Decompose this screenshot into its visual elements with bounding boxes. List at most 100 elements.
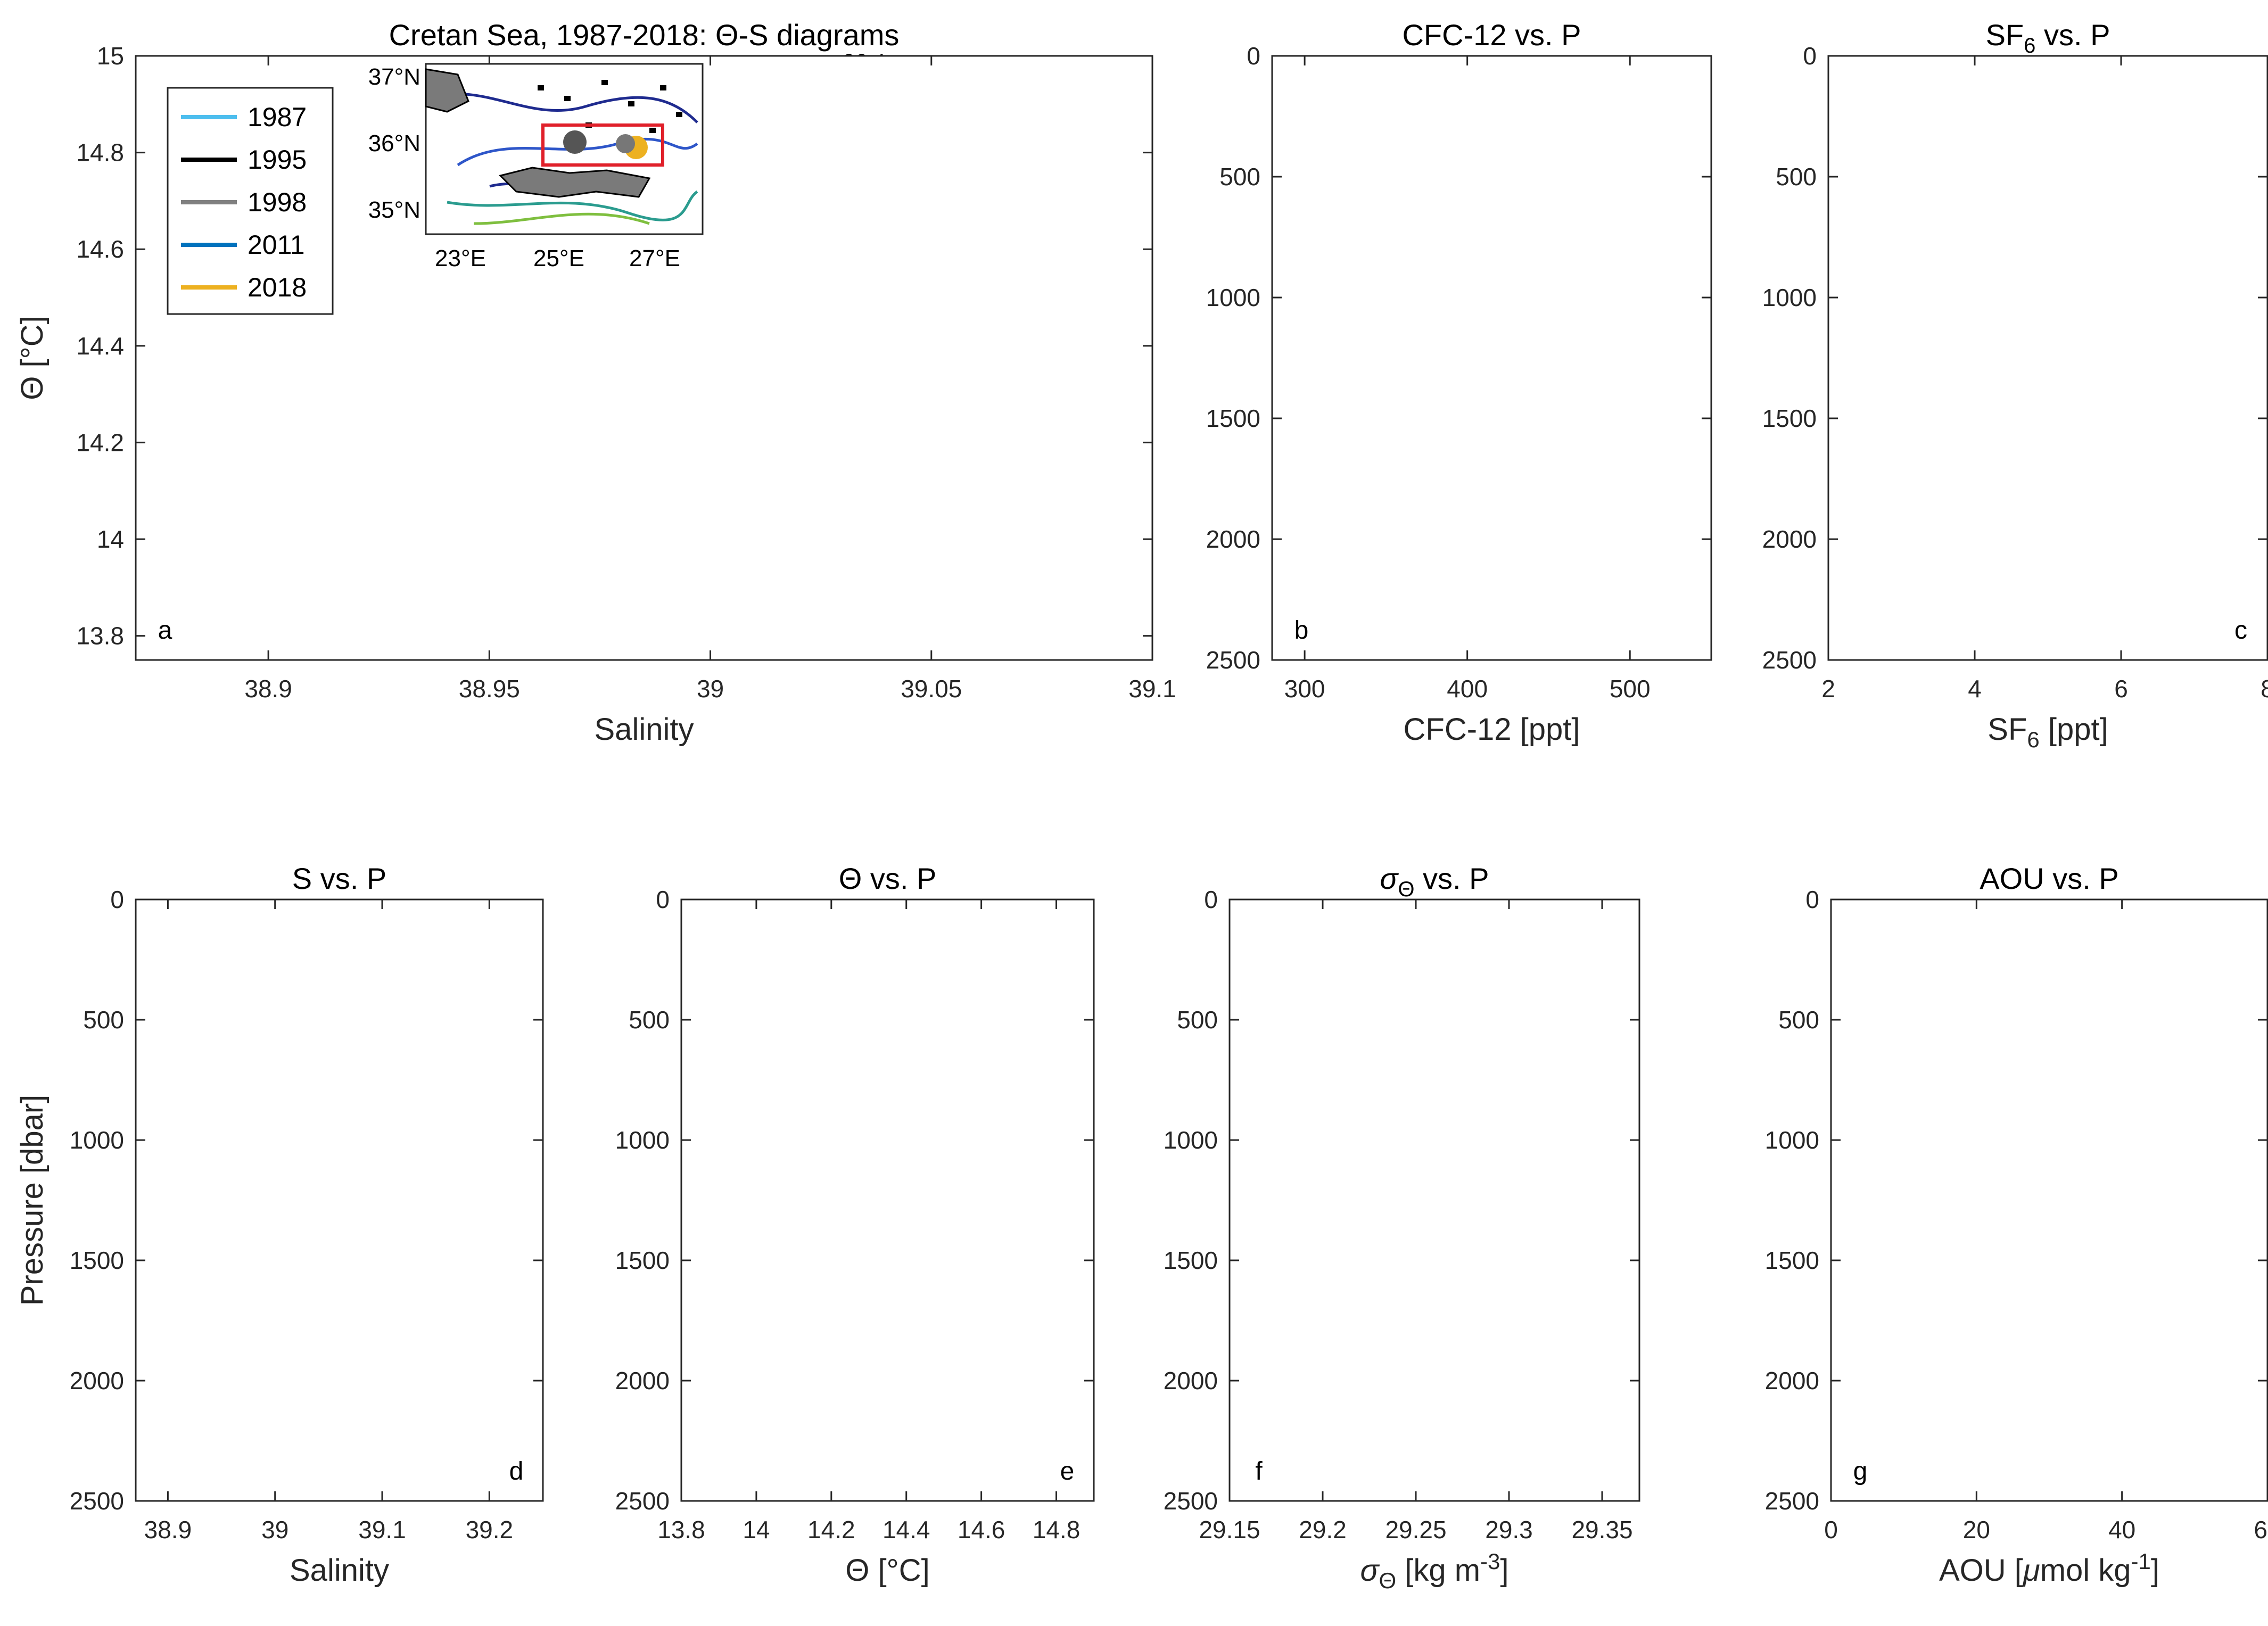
y-axis-label: Θ [°C] — [15, 316, 50, 400]
station-marker — [563, 130, 587, 154]
panel-b: 300 400 500 0 500 1000 1500 2000 2500 CFC-12 vs. … — [1206, 18, 1712, 747]
small-island — [628, 101, 634, 106]
axes-box — [1830, 898, 2268, 1502]
longitude-label: 27°E — [629, 245, 680, 271]
superscript: -3 — [1480, 1549, 1500, 1574]
y-tick-label: 14 — [97, 525, 124, 553]
y-tick-label: 500 — [629, 1006, 670, 1034]
title-rest: vs. P — [2035, 18, 2110, 52]
y-tick-label: 0 — [1803, 42, 1817, 70]
sigma: σ — [1360, 1553, 1380, 1588]
panel-title: Cretan Sea, 1987-2018: Θ-S diagrams — [389, 18, 900, 52]
y-tick-label: 1000 — [615, 1126, 670, 1154]
inset-contour — [447, 190, 698, 221]
y-tick-label: 2500 — [1206, 646, 1260, 674]
y-tick-label: 14.4 — [76, 332, 124, 360]
axes-box — [135, 898, 544, 1502]
y-tick-label: 1500 — [1206, 405, 1260, 432]
legend-label-2018: 2018 — [248, 273, 307, 302]
subscript: 6 — [2024, 34, 2035, 57]
label-rest: ] — [2151, 1553, 2159, 1588]
mainland — [425, 68, 469, 113]
panel-letter: g — [1853, 1457, 1868, 1485]
x-tick-label: 8 — [2261, 675, 2268, 703]
x-tick-label: 29.2 — [1299, 1516, 1347, 1544]
small-island — [660, 85, 666, 90]
y-tick-label: 1500 — [1164, 1247, 1218, 1274]
x-tick-label: 400 — [1447, 675, 1488, 703]
small-island — [564, 96, 571, 101]
small-island — [649, 128, 656, 133]
y-tick-label: 2500 — [1765, 1487, 1819, 1515]
panel-e: 13.8 14 14.2 14.4 14.6 14.8 0 500 1000 1500 2000 25… — [615, 862, 1095, 1588]
y-tick-label: 1500 — [1762, 405, 1817, 432]
y-tick-label: 500 — [1177, 1006, 1218, 1034]
subscript: Θ — [1398, 878, 1414, 901]
x-tick-label: 60 — [2254, 1516, 2268, 1544]
x-tick-label: 20 — [1963, 1516, 1990, 1544]
y-tick-label: 1000 — [1164, 1126, 1218, 1154]
panel-title: AOU vs. P — [1980, 862, 2118, 895]
crete-island — [499, 167, 651, 198]
y-tick-label: 13.8 — [76, 622, 124, 650]
y-tick-label: 2000 — [1206, 525, 1260, 553]
legend-label-1987: 1987 — [248, 102, 307, 132]
title-rest: vs. P — [1414, 862, 1489, 895]
x-tick-label: 29.3 — [1485, 1516, 1533, 1544]
label-rest: mol kg — [2040, 1553, 2131, 1588]
study-area-box — [541, 123, 664, 167]
x-axis-label: Salinity — [595, 712, 694, 747]
y-tick-label: 2500 — [1164, 1487, 1218, 1515]
axes-box — [1827, 55, 2268, 661]
x-tick-label: 40 — [2108, 1516, 2135, 1544]
x-tick-label: 39 — [697, 675, 724, 703]
x-tick-label: 13.8 — [657, 1516, 705, 1544]
x-axis-label: Θ [°C] — [845, 1553, 930, 1588]
x-tick-label: 14.4 — [883, 1516, 930, 1544]
y-tick-label: 1500 — [1765, 1247, 1819, 1274]
latitude-label: 37°N — [368, 64, 420, 90]
x-tick-label: 29.15 — [1199, 1516, 1260, 1544]
x-tick-label: 39.1 — [358, 1516, 406, 1544]
x-tick-label: 4 — [1968, 675, 1982, 703]
x-tick-label: 39.1 — [1128, 675, 1176, 703]
axes-box — [680, 898, 1095, 1502]
y-tick-label: 1000 — [1762, 284, 1817, 311]
panel-title: S vs. P — [292, 862, 386, 895]
x-tick-label: 38.9 — [144, 1516, 192, 1544]
y-tick-label: 0 — [1204, 886, 1218, 913]
x-tick-label: 500 — [1610, 675, 1651, 703]
x-tick-label: 14.8 — [1033, 1516, 1081, 1544]
legend: 1987 1995 1998 2011 2018 — [167, 87, 334, 315]
x-axis-label: Salinity — [290, 1553, 389, 1588]
longitude-label: 23°E — [435, 245, 486, 271]
x-axis-label: CFC-12 [ppt] — [1404, 712, 1580, 747]
x-tick-label: 29.35 — [1571, 1516, 1632, 1544]
x-axis-label: SF6 [ppt] — [1987, 712, 2108, 752]
x-tick-label: 6 — [2114, 675, 2128, 703]
longitude-label: 25°E — [533, 245, 584, 271]
subscript: Θ — [1379, 1568, 1396, 1593]
inset-contour — [436, 92, 698, 123]
x-tick-label: 2 — [1821, 675, 1835, 703]
y-tick-label: 500 — [1776, 163, 1817, 191]
panel-letter: c — [2234, 616, 2247, 645]
y-tick-label: 15 — [97, 42, 124, 70]
panel-title: σΘ vs. P — [1380, 862, 1489, 901]
x-axis-label: AOU [μmol kg-1] — [1939, 1549, 2159, 1588]
x-tick-label: 39.2 — [466, 1516, 514, 1544]
axes-box — [1271, 55, 1712, 661]
panel-letter: e — [1060, 1457, 1075, 1485]
x-tick-label: 14 — [743, 1516, 770, 1544]
small-island — [601, 80, 608, 85]
y-tick-label: 1000 — [1765, 1126, 1819, 1154]
y-tick-label: 500 — [1219, 163, 1260, 191]
y-tick-label: 0 — [656, 886, 670, 913]
x-tick-label: 38.9 — [244, 675, 292, 703]
panel-letter: b — [1294, 616, 1309, 645]
inset-map: 37°N 36°N 35°N 23°E 25°E 27°E — [368, 63, 704, 271]
y-tick-label: 14.2 — [76, 428, 124, 456]
y-tick-label: 2000 — [615, 1367, 670, 1394]
x-tick-label: 39 — [261, 1516, 288, 1544]
